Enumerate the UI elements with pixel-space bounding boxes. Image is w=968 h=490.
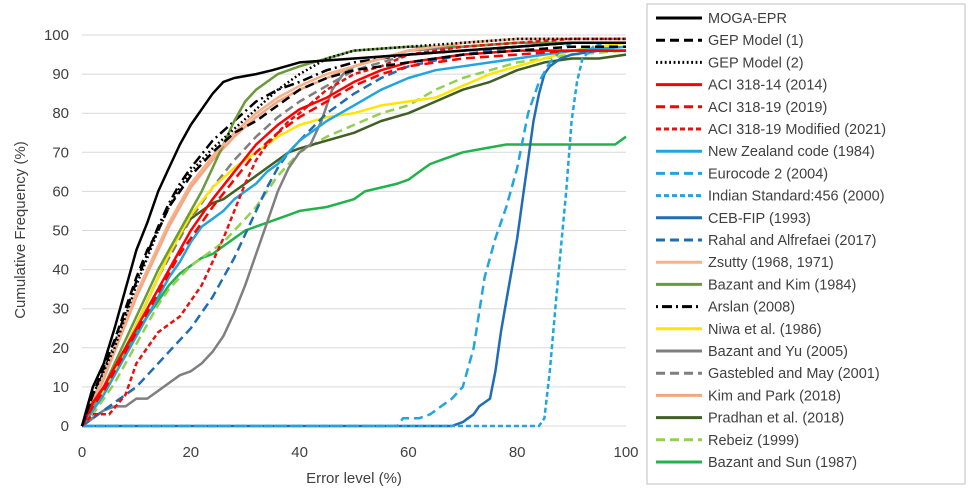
- legend-label-indian-standard-456-2000: Indian Standard:456 (2000): [708, 189, 885, 205]
- legend-label-pradhan-et-al-2018: Pradhan et al. (2018): [708, 411, 844, 427]
- legend-label-gep-model-1: GEP Model (1): [708, 33, 804, 49]
- legend-label-kim-and-park-2018: Kim and Park (2018): [708, 388, 841, 404]
- series-line-gep-model-2: [80, 37, 626, 427]
- series-lines: [80, 37, 627, 428]
- legend: MOGA-EPR GEP Model (1) GEP Model (2) ACI 31…: [646, 3, 966, 485]
- series-line-aci-318-19-modified-2021: [81, 37, 626, 427]
- x-tick-labels: 0 20 40 60 80 100: [78, 444, 639, 461]
- legend-label-new-zealand-code-1984: New Zealand code (1984): [708, 144, 875, 160]
- series-line-indian-standard-456-2000: [82, 41, 626, 428]
- series-line-bazant-and-kim-1984: [80, 41, 626, 427]
- legend-label-aci-318-14-2014: ACI 318-14 (2014): [708, 78, 827, 94]
- legend-label-moga-epr: MOGA-EPR: [708, 11, 787, 27]
- y-tick-30: 30: [52, 301, 69, 318]
- x-tick-100: 100: [613, 444, 638, 461]
- legend-label-bazant-and-yu-2005: Bazant and Yu (2005): [708, 344, 848, 360]
- legend-label-eurocode-2-2004: Eurocode 2 (2004): [708, 166, 828, 182]
- legend-label-aci-318-19-2019: ACI 318-19 (2019): [708, 100, 827, 116]
- legend-label-gastebled-and-may-2001: Gastebled and May (2001): [708, 366, 880, 382]
- x-tick-0: 0: [78, 444, 86, 461]
- series-line-moga-epr: [80, 41, 626, 427]
- series-line-zsutty-1968-1971: [80, 37, 626, 427]
- legend-label-bazant-and-kim-1984: Bazant and Kim (1984): [708, 277, 856, 293]
- series-line-ceb-fip-1993: [82, 49, 626, 428]
- y-tick-80: 80: [52, 105, 69, 122]
- legend-label-bazant-and-sun-1987: Bazant and Sun (1987): [708, 455, 857, 471]
- x-tick-80: 80: [509, 444, 526, 461]
- y-axis-label: Cumulative Frequency (%): [12, 141, 29, 319]
- series-line-rebeiz-1999: [81, 49, 627, 427]
- y-tick-70: 70: [52, 144, 69, 161]
- series-line-new-zealand-code-1984: [80, 45, 627, 427]
- legend-label-aci-318-19-modified-2021: ACI 318-19 Modified (2021): [708, 122, 886, 138]
- y-tick-90: 90: [52, 66, 69, 83]
- series-line-gep-model-1: [80, 45, 626, 427]
- x-tick-20: 20: [182, 444, 199, 461]
- y-tick-60: 60: [52, 183, 69, 200]
- series-line-rahal-and-alfrefaei-2017: [81, 41, 626, 428]
- legend-label-niwa-et-al-1986: Niwa et al. (1986): [708, 322, 822, 338]
- y-tick-0: 0: [61, 418, 69, 435]
- y-tick-labels: 0 10 20 30 40 50 60 70 80 90 100: [44, 27, 69, 435]
- y-tick-40: 40: [52, 262, 69, 279]
- y-tick-50: 50: [52, 223, 69, 240]
- legend-label-gep-model-2: GEP Model (2): [708, 55, 804, 71]
- series-line-aci-318-19-2019: [80, 49, 626, 427]
- x-tick-60: 60: [400, 444, 417, 461]
- x-tick-40: 40: [291, 444, 308, 461]
- legend-label-zsutty-1968-1971: Zsutty (1968, 1971): [708, 255, 834, 271]
- y-tick-100: 100: [44, 27, 69, 44]
- legend-label-ceb-fip-1993: CEB-FIP (1993): [708, 211, 811, 227]
- x-axis-label: Error level (%): [306, 470, 402, 487]
- legend-label-rebeiz-1999: Rebeiz (1999): [708, 433, 799, 449]
- y-tick-20: 20: [52, 340, 69, 357]
- y-tick-10: 10: [52, 379, 69, 396]
- legend-label-arslan-2008: Arslan (2008): [708, 300, 795, 316]
- legend-label-rahal-and-alfrefaei-2017: Rahal and Alfrefaei (2017): [708, 233, 876, 249]
